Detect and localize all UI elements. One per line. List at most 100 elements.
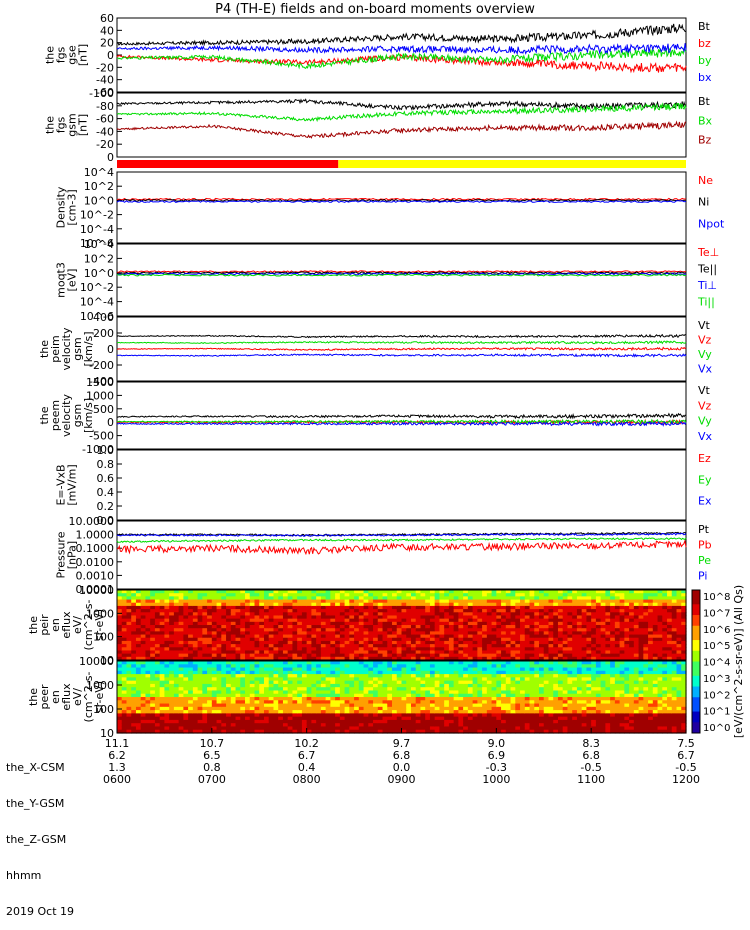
y-tick-label: 60 <box>100 12 114 25</box>
legend-Ex: Ex <box>698 495 712 508</box>
legend-Pt: Pt <box>698 523 710 536</box>
y-tick-label: 10^4 <box>84 238 114 251</box>
series-Bt <box>117 24 686 45</box>
y-tick-label: -80 <box>96 100 114 113</box>
y-tick-label: -20 <box>96 61 114 74</box>
legend-Te||: Te|| <box>697 263 717 276</box>
y-tick-label: -100 <box>89 87 114 100</box>
y-tick-label: 0.6 <box>97 472 115 485</box>
y-tick-label: 0.2 <box>97 500 115 513</box>
y-tick-label: 10^-4 <box>80 223 114 236</box>
legend-Vz: Vz <box>698 399 712 412</box>
y-tick-label: 0.1000 <box>76 542 115 555</box>
legend-Pe: Pe <box>698 554 711 567</box>
legend-Ne: Ne <box>698 174 713 187</box>
ylabel-line: [nT] <box>77 44 90 66</box>
ylabel-line: sr-eV) <box>93 609 106 641</box>
y-tick-label: 10.0000 <box>69 515 115 528</box>
legend-Bx: Bx <box>698 114 713 127</box>
legend-Pb: Pb <box>698 539 712 552</box>
y-tick-label: -20 <box>96 138 114 151</box>
series-Pb <box>117 541 686 554</box>
y-tick-label: 0.8 <box>97 458 115 471</box>
ylabel-line: [nT] <box>77 114 90 136</box>
legend-Te⊥: Te⊥ <box>697 246 719 259</box>
legend-bx: bx <box>698 71 712 84</box>
y-tick-label: 400 <box>93 311 114 324</box>
legend-Vy: Vy <box>698 415 712 428</box>
series-Bz <box>117 122 686 138</box>
y-tick-label: 10^0 <box>84 194 114 207</box>
panel-6 <box>117 382 686 449</box>
legend-Bt: Bt <box>698 20 711 33</box>
series-Vx <box>117 354 686 357</box>
legend-Npot: Npot <box>698 217 725 230</box>
y-tick-label: 20 <box>100 37 114 50</box>
series-Vz <box>117 348 686 351</box>
series-Bx <box>117 104 686 121</box>
legend-by: by <box>698 54 712 67</box>
mode-bar-segment <box>338 160 686 168</box>
legend-Vx: Vx <box>698 430 713 443</box>
y-tick-label: 0.0010 <box>76 569 115 582</box>
y-tick-label: 0 <box>107 151 114 164</box>
y-tick-label: 500 <box>93 403 114 416</box>
ylabel-line: [mV/m] <box>66 464 79 505</box>
legend-Ti⊥: Ti⊥ <box>697 279 717 292</box>
y-tick-label: 10^4 <box>84 166 114 179</box>
legend-bz: bz <box>698 37 711 50</box>
series-Ti|| <box>117 274 686 276</box>
series-Vy <box>117 341 686 344</box>
legend-Ez: Ez <box>698 452 711 465</box>
panel-8 <box>117 521 686 589</box>
mode-bar-segment <box>117 160 338 168</box>
y-tick-label: 10^2 <box>84 180 114 193</box>
y-tick-label: -40 <box>96 125 114 138</box>
y-tick-label: 10^-2 <box>80 209 114 222</box>
overview-plot: 6040200-20-40-60Btbzbybxthefgsgse[nT]-10… <box>0 0 750 800</box>
y-tick-label: 0 <box>107 49 114 62</box>
series-Npot <box>117 201 686 203</box>
y-tick-label: -40 <box>96 74 114 87</box>
panel-ylabel: Density[cm-3] <box>55 186 79 228</box>
y-tick-label: 0 <box>107 416 114 429</box>
legend-Bt: Bt <box>698 95 711 108</box>
legend-Vz: Vz <box>698 334 712 347</box>
y-tick-label: 10^0 <box>84 267 114 280</box>
legend-Ti||: Ti|| <box>697 296 715 309</box>
panel-ylabel: moqt3[eV] <box>55 262 79 298</box>
legend-Vt: Vt <box>698 384 711 397</box>
y-tick-label: 0.4 <box>97 486 115 499</box>
series-Vt <box>117 414 686 418</box>
legend-Ni: Ni <box>698 196 709 209</box>
panel-4 <box>117 244 686 316</box>
legend-Vx: Vx <box>698 363 713 376</box>
y-tick-label: 0 <box>107 343 114 356</box>
y-tick-label: 10^2 <box>84 252 114 265</box>
panel-ylabel: E=-VxB[mV/m] <box>55 464 79 505</box>
legend-Ey: Ey <box>698 473 712 486</box>
y-tick-label: 1500 <box>86 376 114 389</box>
series-Pe <box>117 538 686 542</box>
ylabel-line: [km/s] <box>82 398 95 433</box>
y-tick-label: 10000 <box>79 584 114 597</box>
ylabel-line: [eV] <box>66 269 79 292</box>
y-tick-label: 200 <box>93 327 114 340</box>
legend-Vy: Vy <box>698 348 712 361</box>
legend-Vt: Vt <box>698 319 711 332</box>
y-tick-label: 0.0100 <box>76 556 115 569</box>
series-Bt <box>117 99 686 109</box>
y-tick-label: 10^-4 <box>80 296 114 309</box>
y-tick-label: -60 <box>96 113 114 126</box>
ylabel-line: [km/s] <box>82 331 95 366</box>
y-tick-label: 1.0 <box>97 444 115 457</box>
legend-Bz: Bz <box>698 134 712 147</box>
panel-3 <box>117 172 686 243</box>
legend-Pi: Pi <box>698 570 707 583</box>
series-Vt <box>117 335 686 338</box>
y-tick-label: 1.0000 <box>76 529 115 542</box>
